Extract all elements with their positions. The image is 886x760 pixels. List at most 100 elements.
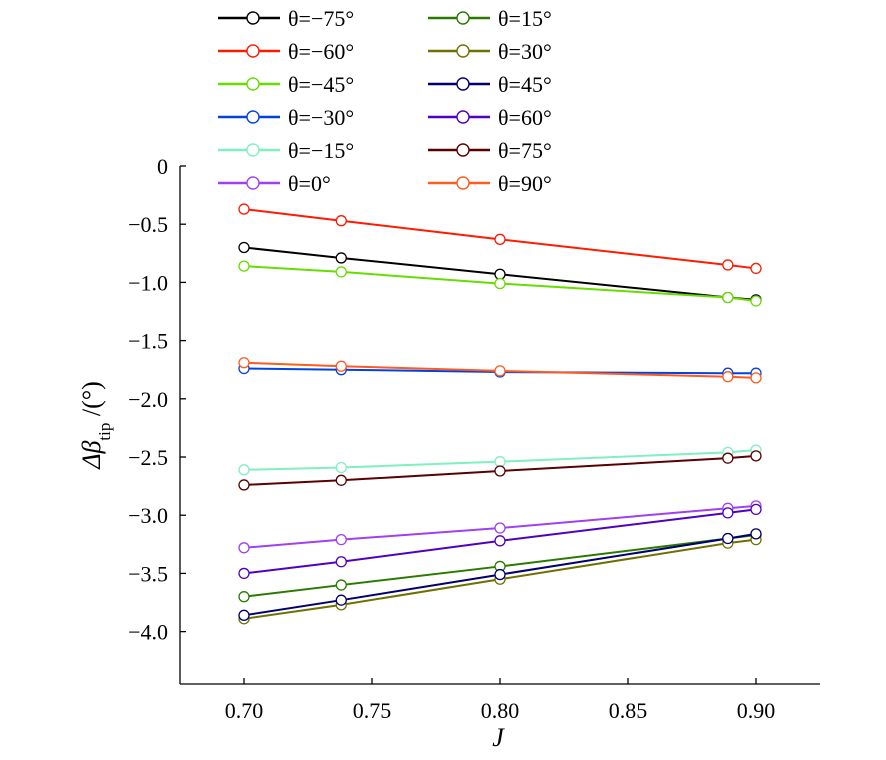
- y-axis-title-suffix: /(°): [77, 381, 106, 422]
- legend-label: θ=0°: [288, 171, 331, 196]
- data-point: [238, 464, 250, 476]
- x-tick-label: 0.85: [609, 698, 648, 723]
- legend-label: θ=−30°: [288, 105, 354, 130]
- data-point: [722, 452, 734, 464]
- y-axis-title-prefix: Δβ: [77, 441, 106, 470]
- series: [238, 203, 762, 275]
- y-tick-label: −0.5: [128, 212, 168, 237]
- x-axis-title: J: [492, 723, 505, 752]
- data-point: [750, 528, 762, 540]
- legend-item: θ=90°: [428, 171, 552, 196]
- legend-label: θ=30°: [498, 39, 552, 64]
- legend-item: θ=60°: [428, 105, 552, 130]
- data-point: [722, 532, 734, 545]
- data-point: [494, 268, 506, 280]
- data-point: [494, 568, 506, 581]
- data-point: [494, 233, 506, 245]
- series: [238, 444, 762, 476]
- ticks: 0.70 0.75 0.80 0.85 0.90 0 −0.5 −1.0 −1.5 −2.0 −2.…: [128, 154, 775, 723]
- x-tick-label: 0.75: [353, 698, 392, 723]
- data-point: [335, 252, 347, 264]
- data-point: [238, 357, 250, 369]
- series-layer: [238, 203, 762, 625]
- data-point: [335, 266, 347, 278]
- y-axis-title-subscript: tip: [95, 423, 114, 441]
- series: [238, 260, 762, 307]
- data-point: [238, 241, 250, 254]
- legend-label: θ=−75°: [288, 6, 354, 31]
- data-point: [750, 450, 762, 462]
- legend-item: θ=−45°: [218, 72, 354, 97]
- legend-label: θ=15°: [498, 6, 552, 31]
- legend-swatch-marker: [246, 110, 260, 124]
- data-point: [335, 360, 347, 372]
- legend-label: θ=−15°: [288, 138, 354, 163]
- x-tick-label: 0.80: [481, 698, 520, 723]
- series: [238, 450, 762, 491]
- legend-label: θ=−45°: [288, 72, 354, 97]
- data-point: [335, 534, 347, 546]
- data-point: [238, 567, 250, 580]
- y-tick-label: −3.5: [128, 561, 168, 586]
- data-point: [750, 295, 762, 307]
- y-tick-label: −2.0: [128, 387, 168, 412]
- legend-swatch-marker: [456, 11, 470, 25]
- data-point: [238, 260, 250, 272]
- legend-item: θ=−60°: [218, 39, 354, 64]
- x-tick-label: 0.70: [225, 698, 264, 723]
- data-point: [722, 371, 734, 383]
- y-tick-label: −4.0: [128, 620, 168, 645]
- series: [238, 528, 762, 621]
- data-point: [335, 474, 347, 486]
- legend-swatch-marker: [456, 176, 470, 190]
- series: [238, 503, 762, 580]
- data-point: [335, 579, 347, 591]
- legend: θ=−75° θ=−60° θ=−45° θ=−30° θ=−15° θ=0° θ=15° θ…: [218, 6, 552, 196]
- legend-label: θ=45°: [498, 72, 552, 97]
- data-point: [722, 507, 734, 519]
- legend-swatch-marker: [246, 176, 260, 190]
- legend-item: θ=−75°: [218, 6, 354, 31]
- legend-swatch-marker: [246, 11, 260, 25]
- legend-item: θ=−30°: [218, 105, 354, 130]
- y-tick-label: −1.5: [128, 329, 168, 354]
- legend-swatch-marker: [456, 44, 470, 58]
- legend-item: θ=45°: [428, 72, 552, 97]
- data-point: [750, 372, 762, 384]
- legend-swatch-marker: [456, 77, 470, 91]
- data-point: [494, 522, 506, 534]
- legend-swatch-marker: [246, 44, 260, 58]
- legend-swatch-marker: [246, 143, 260, 157]
- data-point: [750, 262, 762, 275]
- legend-item: θ=30°: [428, 39, 552, 64]
- legend-label: θ=75°: [498, 138, 552, 163]
- legend-item: θ=−15°: [218, 138, 354, 163]
- data-point: [750, 503, 762, 516]
- data-point: [238, 591, 250, 603]
- legend-label: θ=60°: [498, 105, 552, 130]
- x-tick-label: 0.90: [737, 698, 776, 723]
- data-point: [238, 542, 250, 554]
- data-point: [238, 609, 250, 621]
- data-point: [722, 259, 734, 271]
- y-tick-label: 0: [157, 154, 168, 179]
- legend-swatch-marker: [456, 143, 470, 157]
- data-point: [238, 203, 250, 215]
- y-tick-label: −2.5: [128, 445, 168, 470]
- data-point: [335, 461, 347, 474]
- data-point: [335, 556, 347, 568]
- data-point: [494, 277, 506, 290]
- data-point: [494, 365, 506, 377]
- legend-item: θ=0°: [218, 171, 331, 196]
- legend-label: θ=−60°: [288, 39, 354, 64]
- y-axis-title: Δβtip /(°): [77, 381, 114, 470]
- data-point: [494, 465, 506, 477]
- legend-item: θ=75°: [428, 138, 552, 163]
- y-tick-label: −1.0: [128, 270, 168, 295]
- data-point: [494, 456, 506, 468]
- y-tick-label: −3.0: [128, 503, 168, 528]
- legend-swatch-marker: [246, 77, 260, 91]
- data-point: [335, 594, 347, 606]
- series: [238, 357, 762, 384]
